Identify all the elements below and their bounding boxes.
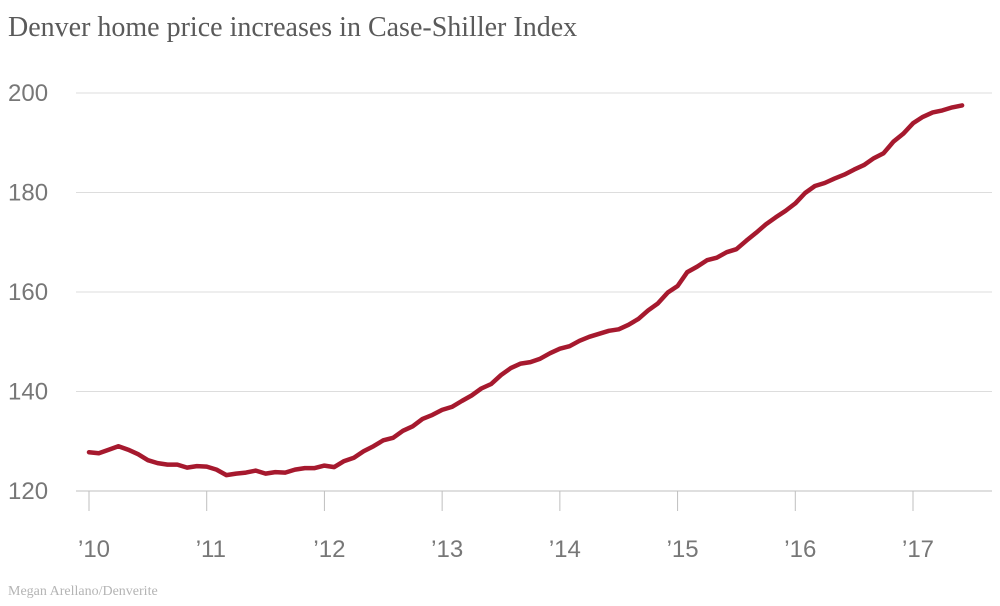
- x-tick-label: ’16: [784, 536, 816, 563]
- y-tick-label: 160: [8, 279, 48, 306]
- y-tick-label: 140: [8, 379, 48, 406]
- y-tick-label: 120: [8, 478, 48, 505]
- y-tick-label: 200: [8, 80, 48, 107]
- y-axis: 120 140 160 180 200: [8, 80, 48, 505]
- chart-title: Denver home price increases in Case-Shil…: [8, 12, 578, 43]
- x-tick-label: ’13: [431, 536, 463, 563]
- x-tick-label: ’11: [196, 536, 226, 563]
- x-tick-label: ’14: [549, 536, 581, 563]
- series-group: [86, 103, 965, 478]
- series-line: [86, 103, 965, 478]
- x-tick-label: ’17: [902, 536, 934, 563]
- x-tick-label: ’10: [78, 536, 110, 563]
- x-tick-label: ’15: [667, 536, 699, 563]
- x-tick-label: ’12: [313, 536, 345, 563]
- gridlines: [76, 92, 992, 492]
- x-axis: ’10 ’11 ’12 ’13 ’14 ’15 ’16 ’17: [78, 491, 934, 563]
- source-credit: Megan Arellano/Denverite: [8, 584, 158, 599]
- y-tick-label: 180: [8, 180, 48, 207]
